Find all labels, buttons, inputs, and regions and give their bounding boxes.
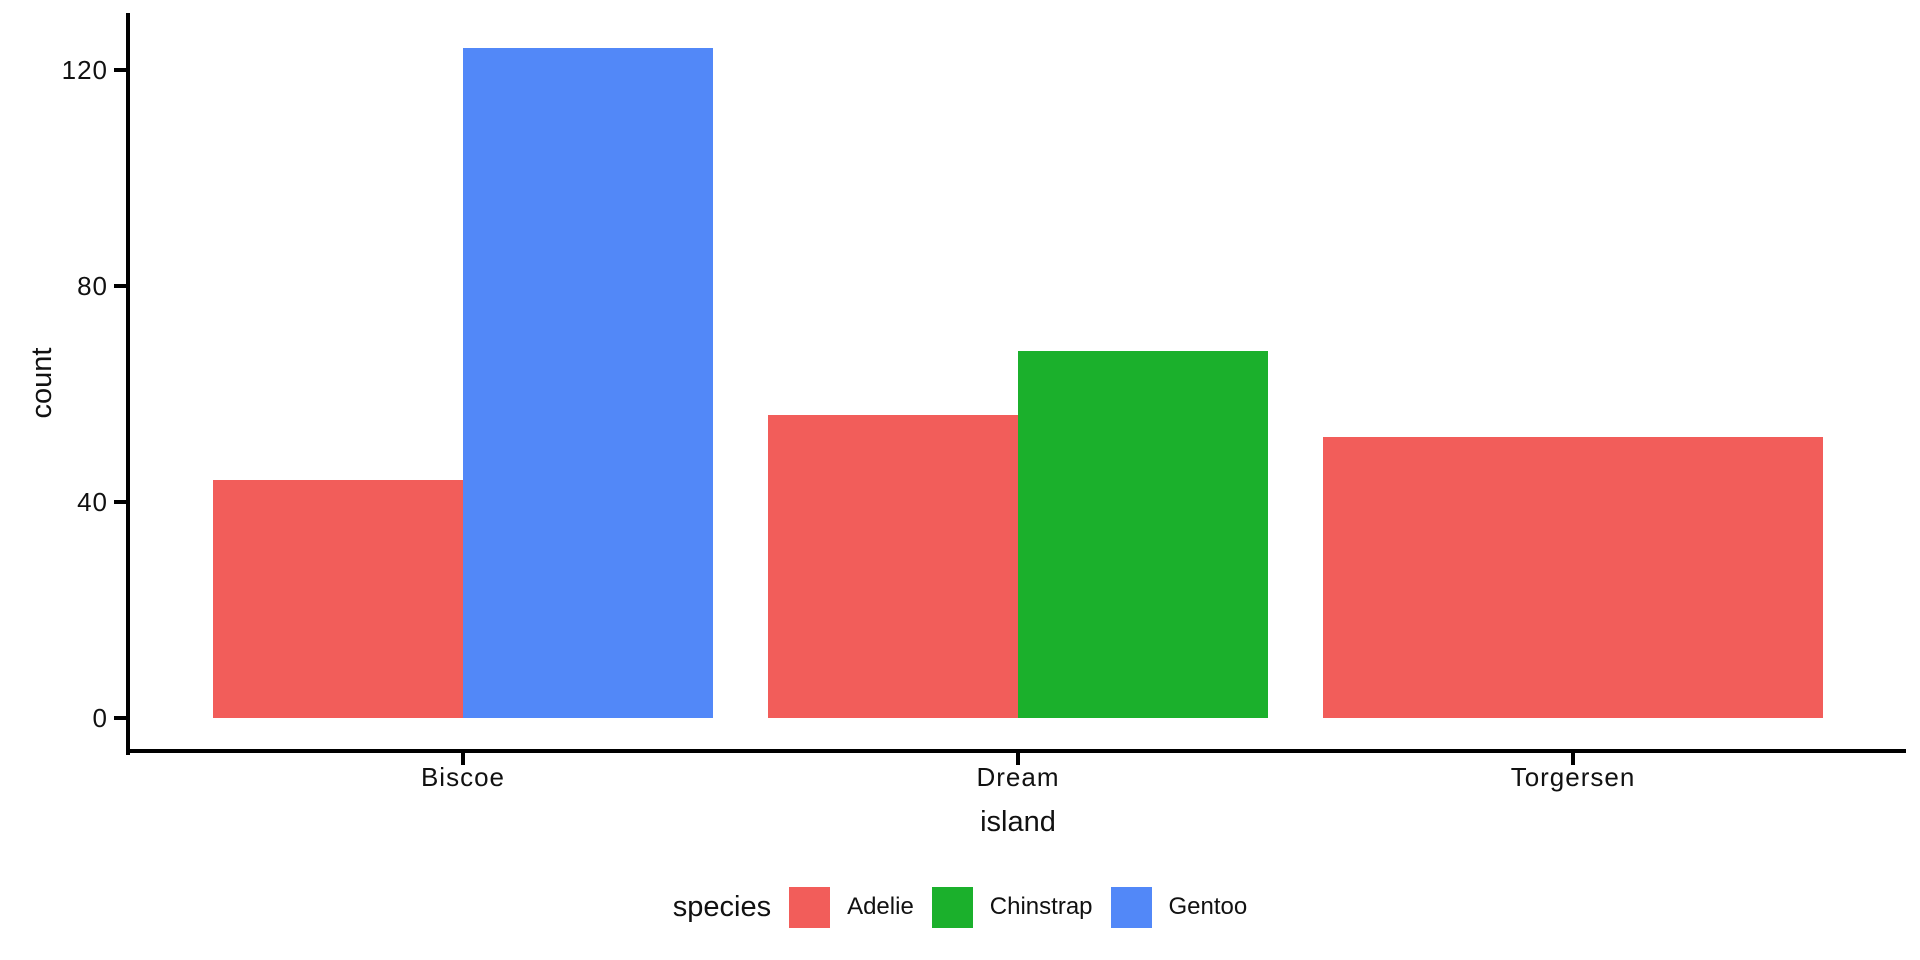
legend-label-gentoo: Gentoo: [1168, 893, 1248, 920]
legend-label-adelie: Adelie: [847, 893, 914, 920]
y-tick-label: 80: [77, 270, 108, 301]
x-tick: [461, 753, 465, 765]
x-tick: [1016, 753, 1020, 765]
y-tick-label: 40: [77, 486, 108, 517]
x-tick-label-torgersen: Torgersen: [1510, 762, 1636, 792]
y-tick-label: 0: [92, 702, 108, 733]
x-tick-label-biscoe: Biscoe: [420, 762, 506, 792]
legend-label-chinstrap: Chinstrap: [989, 893, 1093, 920]
x-axis-line: [126, 749, 1906, 753]
bar-dream-chinstrap: [1018, 350, 1268, 718]
legend-swatch-adelie: [789, 886, 831, 928]
x-axis-title: island: [980, 806, 1056, 838]
bar-biscoe-gentoo: [463, 48, 713, 718]
bar-torgersen-adelie: [1323, 436, 1823, 718]
y-tick: [114, 68, 126, 73]
legend-title: species: [672, 890, 772, 923]
legend-swatch-chinstrap: [931, 886, 973, 928]
legend-item-gentoo: Gentoo: [1110, 886, 1248, 928]
bar-dream-adelie: [768, 415, 1018, 718]
legend-items: Adelie Chinstrap Gentoo: [789, 886, 1248, 928]
legend: species Adelie Chinstrap Gentoo: [0, 884, 1920, 930]
y-tick: [114, 283, 126, 288]
y-tick-label: 120: [61, 55, 108, 86]
x-tick-label-dream: Dream: [976, 762, 1060, 792]
legend-item-chinstrap: Chinstrap: [931, 886, 1093, 928]
legend-item-adelie: Adelie: [789, 886, 914, 928]
y-tick: [114, 715, 126, 720]
y-axis-line: [126, 13, 130, 755]
bar-biscoe-adelie: [213, 480, 463, 718]
x-tick: [1571, 753, 1575, 765]
legend-swatch-gentoo: [1110, 886, 1152, 928]
y-tick: [114, 499, 126, 504]
